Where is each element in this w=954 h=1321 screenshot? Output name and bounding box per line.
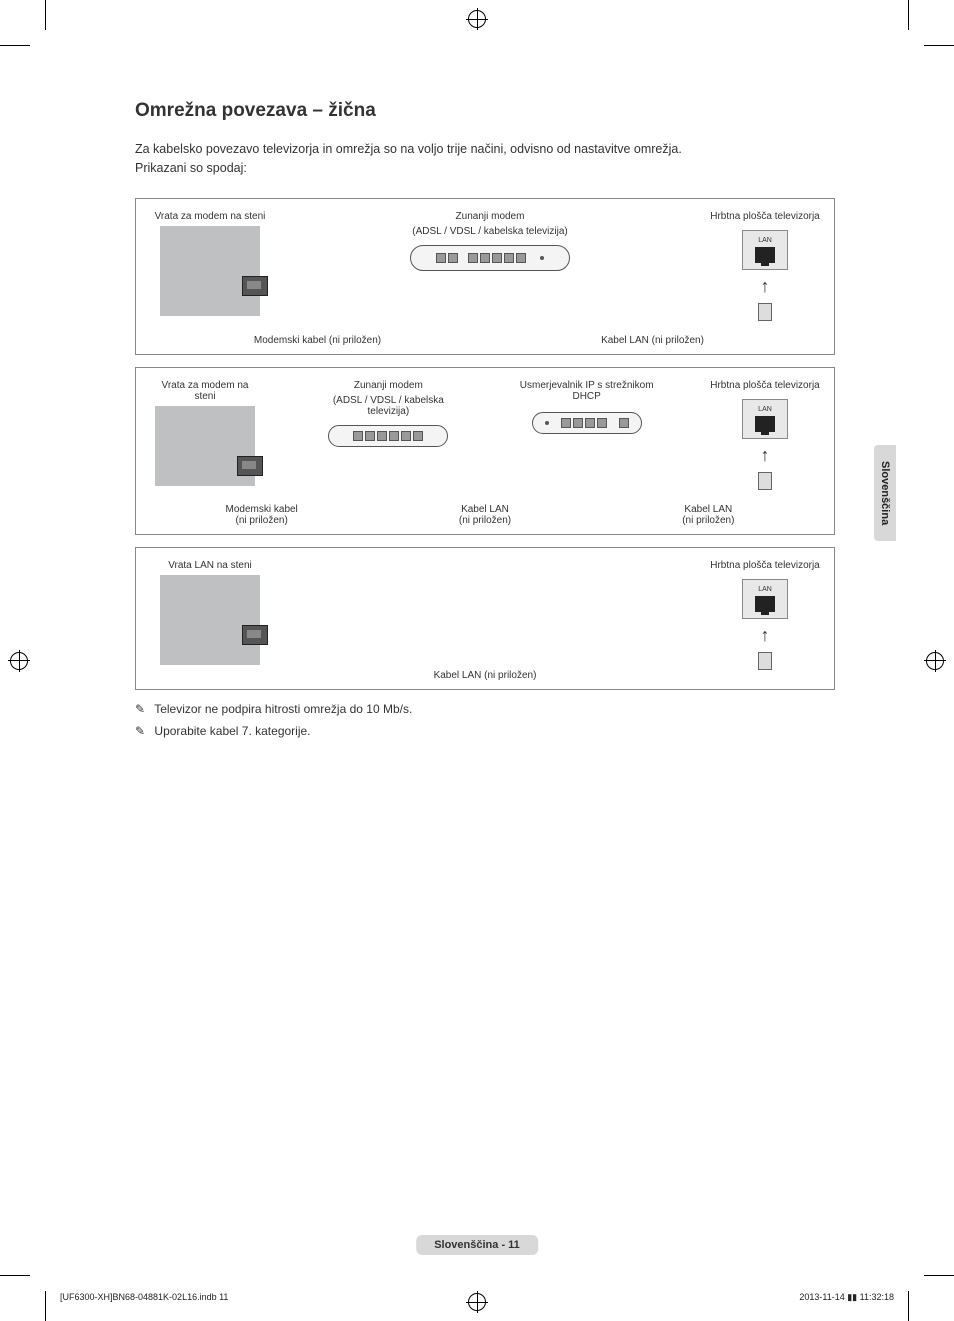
intro-line-1: Za kabelsko povezavo televizorja in omre… [135, 142, 682, 156]
page-content: Omrežna povezava – žična Za kabelsko pov… [135, 100, 835, 742]
tv-back-label-2: Hrbtna plošča televizorja [710, 380, 820, 391]
wall-plate-icon [160, 226, 260, 316]
lan-port-label: LAN [758, 406, 772, 413]
modem-icon [328, 425, 448, 447]
intro-line-2: Prikazani so spodaj: [135, 161, 247, 175]
diagram-3: Vrata LAN na steni Hrbtna plošča televiz… [135, 547, 835, 690]
lan-port-icon [755, 247, 775, 263]
lan-port-label: LAN [758, 237, 772, 244]
rj45-icon [758, 472, 772, 490]
crop-mark [908, 1291, 909, 1321]
external-modem-sublabel: (ADSL / VDSL / kabelska televizija) [412, 226, 567, 237]
crop-mark [924, 45, 954, 46]
note-2-text: Uporabite kabel 7. kategorije. [154, 724, 310, 738]
registration-mark-icon [468, 10, 486, 28]
lan-cable-label-b: (ni priložen) [459, 515, 511, 526]
external-modem-sublabel-2: (ADSL / VDSL / kabelska televizija) [313, 395, 463, 417]
crop-mark [45, 0, 46, 30]
wall-modem-label: Vrata za modem na steni [155, 211, 266, 222]
print-footer-right: 2013-11-14 ▮▮ 11:32:18 [799, 1292, 894, 1303]
lan-port-label: LAN [758, 586, 772, 593]
router-label: Usmerjevalnik IP s strežnikom DHCP [517, 380, 657, 404]
arrow-up-icon: ↑ [761, 276, 770, 297]
wall-port-icon [237, 456, 263, 476]
registration-mark-icon [926, 652, 944, 670]
lan-cable-label-3: Kabel LAN (ni priložen) [150, 670, 820, 681]
modem-cable-label: Modemski kabel (ni priložen) [150, 335, 485, 346]
tv-lan-panel-icon: LAN [742, 579, 788, 619]
lan-port-icon [755, 416, 775, 432]
lan-port-icon [755, 596, 775, 612]
note-1: ✎ Televizor ne podpira hitrosti omrežja … [135, 702, 835, 716]
tv-back-label: Hrbtna plošča televizorja [710, 211, 820, 222]
wall-plate-icon [155, 406, 255, 486]
note-1-text: Televizor ne podpira hitrosti omrežja do… [154, 702, 412, 716]
language-tab: Slovenščina [874, 445, 896, 541]
tv-lan-panel-icon: LAN [742, 230, 788, 270]
modem-cable-label-b: (ni priložen) [236, 515, 288, 526]
wall-port-icon [242, 276, 268, 296]
crop-mark [0, 1275, 30, 1276]
lan-cable-label-a: Kabel LAN [461, 504, 509, 515]
modem-icon [410, 245, 570, 271]
wall-modem-label-2: Vrata za modem na steni [150, 380, 260, 402]
wall-port-icon [242, 625, 268, 645]
lan-cable-label: Kabel LAN (ni priložen) [485, 335, 820, 346]
registration-mark-icon [10, 652, 28, 670]
note-icon: ✎ [135, 702, 145, 716]
print-footer: [UF6300-XH]BN68-04881K-02L16.indb 11 201… [60, 1292, 894, 1303]
diagram-2: Vrata za modem na steni Zunanji modem (A… [135, 367, 835, 535]
crop-mark [45, 1291, 46, 1321]
lan-cable-label-b2: (ni priložen) [682, 515, 734, 526]
intro-text: Za kabelsko povezavo televizorja in omre… [135, 140, 835, 178]
tv-back-label-3: Hrbtna plošča televizorja [710, 560, 820, 571]
router-icon [532, 412, 642, 434]
external-modem-label: Zunanji modem [456, 211, 525, 222]
arrow-up-icon: ↑ [760, 445, 769, 466]
wall-lan-label: Vrata LAN na steni [168, 560, 252, 571]
print-footer-left: [UF6300-XH]BN68-04881K-02L16.indb 11 [60, 1292, 228, 1303]
external-modem-label-2: Zunanji modem [354, 380, 423, 391]
section-title: Omrežna povezava – žična [135, 100, 835, 122]
arrow-up-icon: ↑ [761, 625, 770, 646]
page-number-badge: Slovenščina - 11 [416, 1235, 538, 1255]
crop-mark [924, 1275, 954, 1276]
wall-plate-icon [160, 575, 260, 665]
tv-lan-panel-icon: LAN [742, 399, 788, 439]
rj45-icon [758, 303, 772, 321]
rj45-icon [758, 652, 772, 670]
modem-cable-label-a: Modemski kabel [226, 504, 298, 515]
note-icon: ✎ [135, 724, 145, 738]
diagram-1: Vrata za modem na steni Zunanji modem (A… [135, 198, 835, 355]
crop-mark [908, 0, 909, 30]
crop-mark [0, 45, 30, 46]
note-2: ✎ Uporabite kabel 7. kategorije. [135, 724, 835, 738]
lan-cable-label-a2: Kabel LAN [684, 504, 732, 515]
